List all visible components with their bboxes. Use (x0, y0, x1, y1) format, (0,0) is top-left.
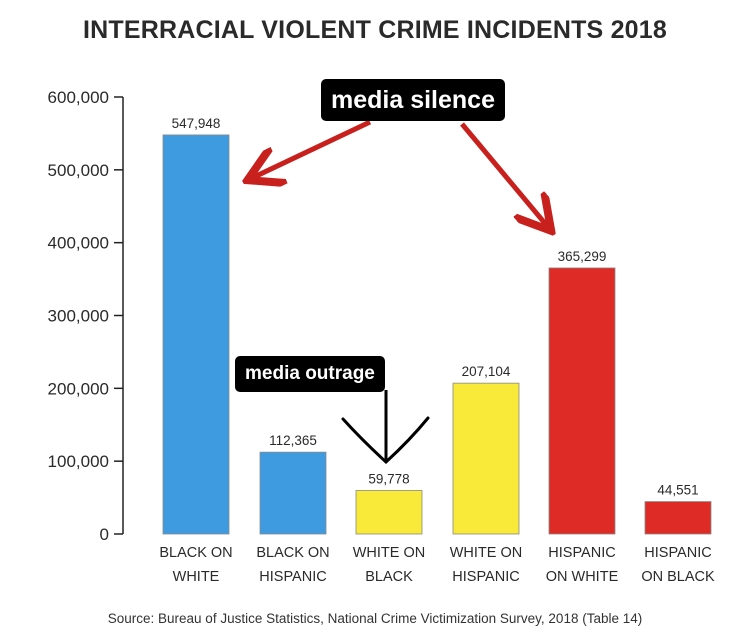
bar-value-label: 44,551 (657, 483, 698, 498)
x-tick-label: HISPANIC (259, 569, 326, 585)
x-tick-label: BLACK ON (159, 545, 232, 561)
x-tick-label: HISPANIC (548, 545, 615, 561)
y-tick-label: 0 (100, 525, 109, 544)
x-tick-label: BLACK ON (256, 545, 329, 561)
bar (355, 490, 423, 535)
silence-arrow-right (460, 122, 548, 227)
outrage-arrow-head (341, 416, 430, 465)
x-tick-label: WHITE (173, 569, 220, 585)
bar (259, 451, 327, 535)
y-tick-label: 100,000 (48, 452, 109, 471)
bar-value-label: 112,365 (269, 433, 317, 448)
x-tick-label: WHITE ON (450, 545, 523, 561)
x-tick-label: WHITE ON (353, 545, 426, 561)
y-tick-label: 400,000 (48, 234, 109, 253)
bar-value-label: 207,104 (462, 364, 511, 379)
y-tick-label: 200,000 (48, 379, 109, 398)
bar (162, 134, 230, 535)
silence-arrow-left (252, 119, 372, 178)
chart-title: INTERRACIAL VIOLENT CRIME INCIDENTS 2018 (82, 16, 667, 44)
y-tick-label: 300,000 (48, 307, 109, 326)
bar (644, 501, 712, 535)
x-tick-label: HISPANIC (452, 569, 519, 585)
bar-value-label: 547,948 (172, 116, 221, 131)
x-tick-label: HISPANIC (644, 545, 711, 561)
x-tick-label: BLACK (365, 569, 413, 585)
bar-value-label: 365,299 (558, 249, 607, 264)
chart-source: Source: Bureau of Justice Statistics, Na… (107, 611, 643, 626)
annotation-media-outrage: media outrage (235, 356, 385, 392)
y-tick-label: 500,000 (48, 161, 109, 180)
x-tick-label: ON WHITE (546, 569, 619, 585)
y-tick-label: 600,000 (48, 88, 109, 107)
x-tick-label: ON BLACK (641, 569, 715, 585)
annotation-media-silence: media silence (321, 79, 505, 121)
bar-value-label: 59,778 (368, 471, 409, 486)
bar (452, 382, 520, 535)
bar (548, 267, 616, 535)
